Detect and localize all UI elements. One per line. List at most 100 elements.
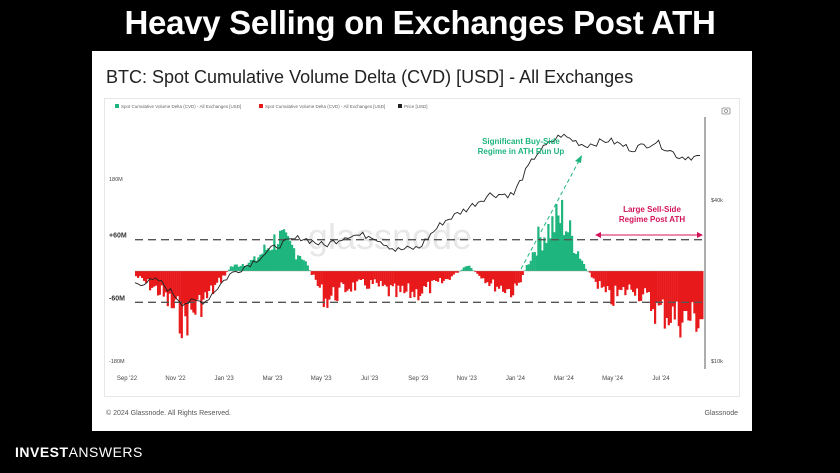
cvd-bar (484, 271, 487, 284)
cvd-bar (638, 271, 641, 302)
cvd-bar (385, 271, 388, 287)
cvd-bar (147, 271, 150, 280)
cvd-bar (253, 256, 256, 271)
cvd-bar (476, 271, 479, 274)
cvd-bar (618, 271, 621, 290)
cvd-bar (612, 271, 615, 306)
camera-icon[interactable] (721, 107, 731, 115)
cvd-bar (474, 271, 477, 272)
cvd-bar (628, 271, 631, 285)
cvd-bar (362, 271, 365, 279)
cvd-bar (630, 271, 633, 290)
cvd-bar (444, 271, 447, 280)
cvd-bar (519, 271, 522, 283)
cvd-bar (332, 271, 335, 288)
cvd-bar (210, 271, 213, 286)
cvd-bar (204, 271, 207, 293)
cvd-bar (304, 261, 307, 271)
cvd-bar (640, 271, 643, 301)
cvd-bar (525, 264, 528, 271)
cvd-bar (139, 271, 142, 277)
cvd-bar (468, 265, 471, 271)
cvd-bar (679, 271, 682, 338)
cvd-bar (602, 271, 605, 287)
cvd-bar (565, 231, 568, 271)
cvd-bar (480, 271, 483, 279)
cvd-bar (620, 271, 623, 291)
sell-arrow-left (595, 232, 601, 238)
cvd-bar (513, 271, 516, 284)
cvd-bar (145, 271, 148, 283)
cvd-bar (622, 271, 625, 287)
cvd-bar (527, 264, 530, 271)
cvd-bar (137, 271, 140, 278)
cvd-bar (559, 223, 562, 271)
cvd-bar (583, 264, 586, 271)
cvd-bar (657, 271, 660, 306)
cvd-bar (259, 254, 262, 271)
cvd-bar (655, 271, 658, 303)
cvd-bar (336, 271, 339, 302)
cvd-bar (543, 237, 546, 271)
cvd-bar (184, 271, 187, 317)
cvd-bar (239, 265, 242, 271)
cvd-bar (441, 271, 444, 284)
cvd-bar (415, 271, 418, 290)
cvd-bar (295, 259, 298, 271)
x-tick-label: Jul '23 (361, 376, 379, 382)
cvd-bar (642, 271, 645, 295)
chart-panel: Spot Cumulative Volume Delta (CVD) - All… (104, 98, 740, 397)
cvd-bar (545, 243, 548, 271)
cvd-bar (563, 235, 566, 271)
cvd-bar (198, 271, 201, 295)
cvd-bar (693, 271, 696, 314)
cvd-bar (462, 267, 465, 271)
cvd-bar (275, 249, 278, 271)
cvd-bar (431, 271, 434, 281)
cvd-bar (425, 271, 428, 287)
cvd-bar (579, 258, 582, 271)
watermark-text: glassnode (308, 216, 472, 257)
cvd-bar (482, 271, 485, 279)
cvd-bar (650, 271, 653, 311)
cvd-bar (245, 266, 248, 271)
brand-bold: INVEST (15, 444, 69, 460)
cvd-bar (598, 271, 601, 282)
cvd-bar (273, 234, 276, 271)
cvd-bar (531, 252, 534, 271)
cvd-bar (166, 271, 169, 307)
cvd-bar (389, 271, 392, 286)
cvd-bar (216, 271, 219, 283)
cvd-bar (502, 271, 505, 292)
cvd-bar (208, 271, 211, 291)
investanswers-logo: INVESTANSWERS (15, 444, 143, 460)
cvd-bar (614, 271, 617, 286)
cvd-bar (160, 271, 163, 286)
legend-swatch (259, 104, 263, 108)
cvd-bar (265, 249, 268, 271)
cvd-bar (567, 232, 570, 271)
cvd-bar (584, 268, 587, 271)
cvd-bar (190, 271, 193, 310)
cvd-bar (206, 271, 209, 299)
x-tick-label: Mar '24 (554, 376, 574, 382)
chart-legend: Spot Cumulative Volume Delta (CVD) - All… (115, 104, 428, 109)
cvd-bar (510, 271, 513, 298)
cvd-bar (523, 270, 526, 271)
cvd-bar (592, 271, 595, 279)
cvd-bar (561, 199, 564, 271)
cvd-bar (537, 226, 540, 271)
cvd-bar (299, 256, 302, 271)
cvd-bar (387, 271, 390, 297)
sell-side-annotation: Large Sell-Side (623, 205, 681, 214)
cvd-bar (685, 271, 688, 311)
cvd-bar (255, 260, 258, 271)
cvd-bar (322, 271, 325, 308)
cvd-bar (182, 271, 185, 304)
cvd-bar (644, 271, 647, 289)
cvd-bar (429, 271, 432, 294)
y-tick-label: 180M (109, 177, 123, 183)
cvd-bar (391, 271, 394, 287)
cvd-bar (421, 271, 424, 294)
cvd-bar (312, 271, 315, 275)
